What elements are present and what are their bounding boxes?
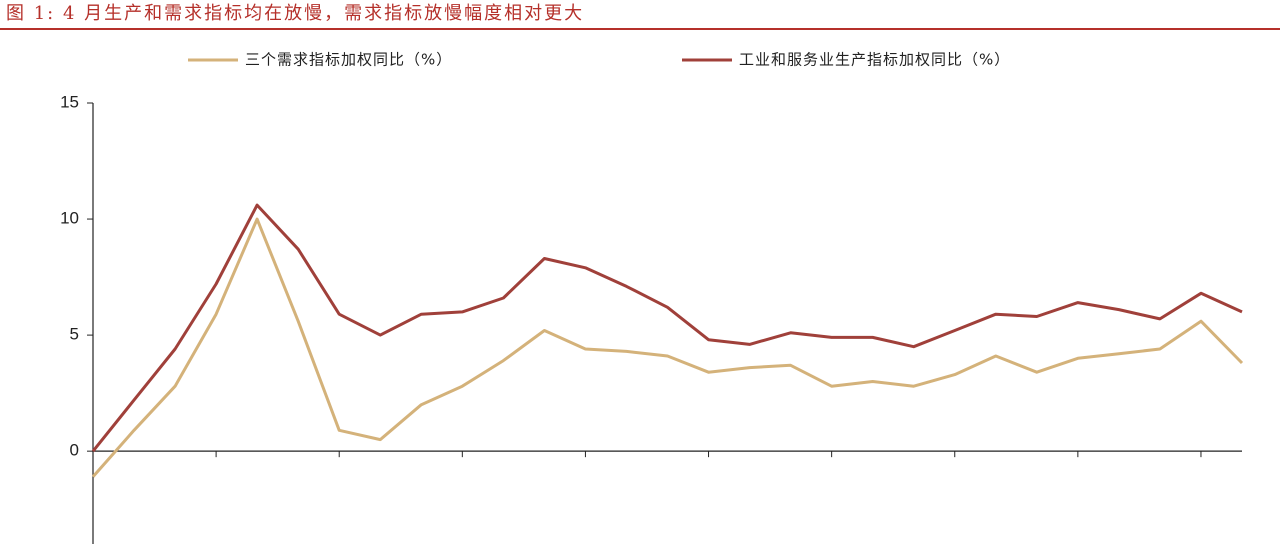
y-tick-label: 10: [60, 209, 79, 228]
legend-label: 三个需求指标加权同比（%）: [245, 51, 452, 69]
y-tick-label: 5: [70, 325, 79, 344]
y-tick-label: 0: [70, 441, 79, 460]
chart-title: 图 1: 4 月生产和需求指标均在放慢，需求指标放慢幅度相对更大: [6, 3, 584, 24]
legend-label: 工业和服务业生产指标加权同比（%）: [739, 51, 1010, 69]
y-tick-label: 15: [60, 92, 79, 111]
series-line: [91, 217, 1244, 478]
series-line: [91, 203, 1243, 453]
